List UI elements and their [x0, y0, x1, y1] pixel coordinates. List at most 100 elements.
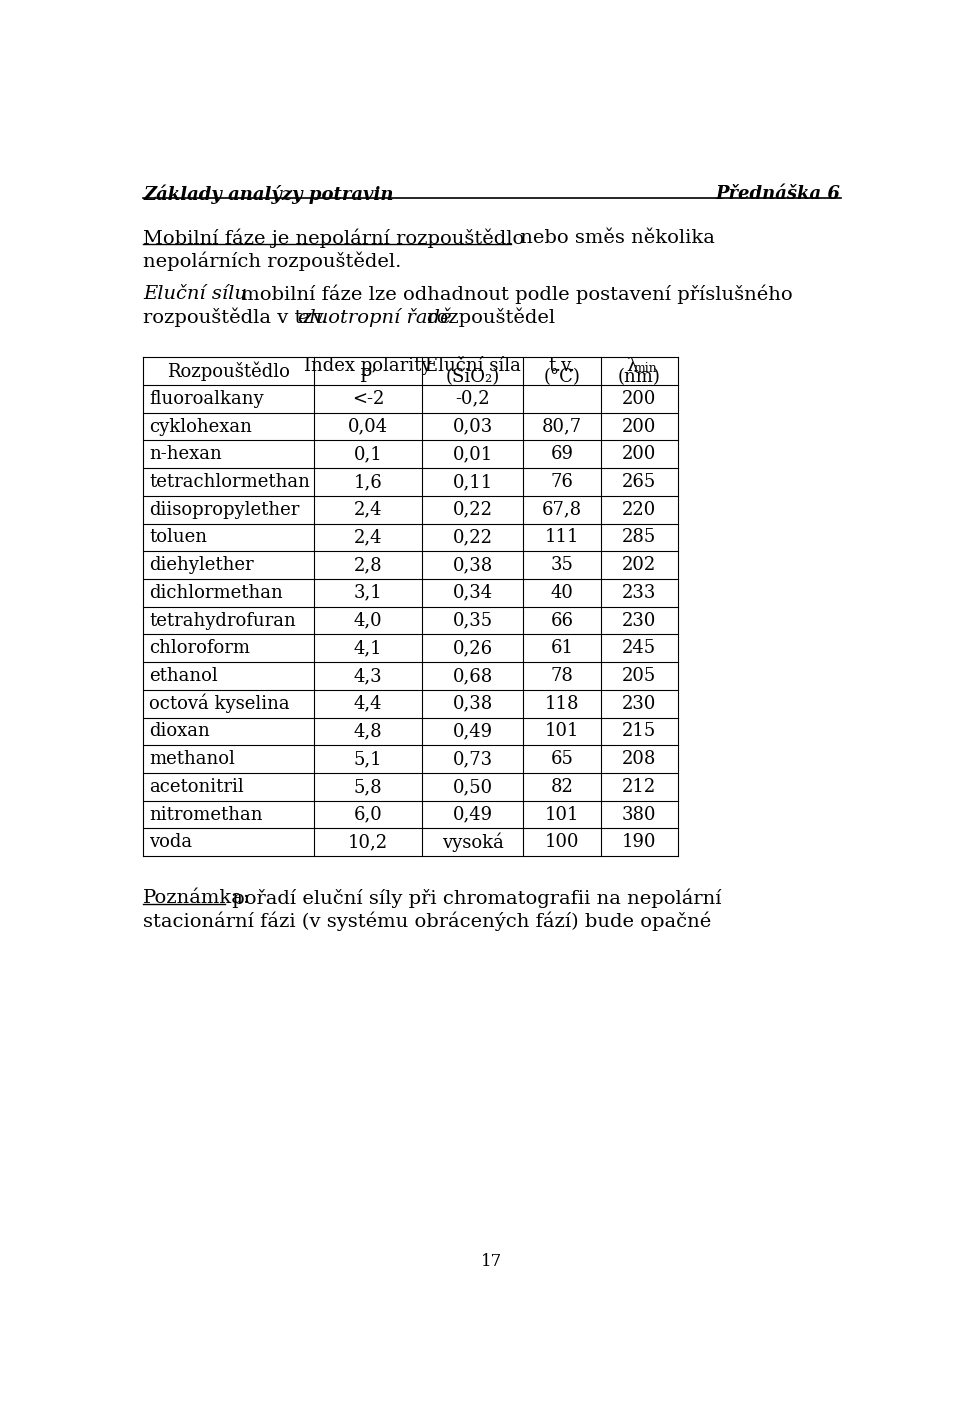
Text: 6,0: 6,0	[353, 806, 382, 823]
Text: dichlormethan: dichlormethan	[150, 584, 283, 602]
Text: 10,2: 10,2	[348, 833, 388, 852]
Text: 0,35: 0,35	[452, 611, 492, 629]
Text: nitromethan: nitromethan	[150, 806, 263, 823]
Text: acetonitril: acetonitril	[150, 778, 244, 796]
Text: 265: 265	[622, 473, 657, 491]
Text: Eluční síla: Eluční síla	[424, 356, 520, 375]
Text: Základy analýzy potravin: Základy analýzy potravin	[143, 185, 394, 204]
Text: 0,1: 0,1	[353, 446, 382, 463]
Text: 233: 233	[622, 584, 657, 602]
Text: 0,50: 0,50	[452, 778, 492, 796]
Text: diehylether: diehylether	[150, 557, 254, 574]
Text: nepolárních rozpouštědel.: nepolárních rozpouštědel.	[143, 252, 401, 271]
Text: t.v.: t.v.	[548, 356, 575, 375]
Text: 5,1: 5,1	[353, 750, 382, 768]
Text: 380: 380	[622, 806, 657, 823]
Text: 200: 200	[622, 446, 657, 463]
Text: 35: 35	[550, 557, 573, 574]
Text: 1,6: 1,6	[353, 473, 382, 491]
Text: n-hexan: n-hexan	[150, 446, 222, 463]
Text: stacionární fázi (v systému obrácených fází) bude opačné: stacionární fázi (v systému obrácených f…	[143, 911, 711, 931]
Text: (SiO₂): (SiO₂)	[445, 367, 500, 386]
Text: 0,26: 0,26	[452, 639, 492, 658]
Text: 4,4: 4,4	[353, 695, 382, 713]
Text: 80,7: 80,7	[541, 417, 582, 436]
Text: 2,4: 2,4	[353, 501, 382, 518]
Text: 65: 65	[550, 750, 573, 768]
Text: 4,0: 4,0	[353, 611, 382, 629]
Text: 111: 111	[544, 528, 579, 547]
Text: 0,04: 0,04	[348, 417, 388, 436]
Text: min: min	[634, 362, 658, 375]
Text: 17: 17	[481, 1253, 503, 1270]
Text: fluoroalkany: fluoroalkany	[150, 390, 264, 407]
Text: 100: 100	[544, 833, 579, 852]
Text: 118: 118	[544, 695, 579, 713]
Text: diisopropylether: diisopropylether	[150, 501, 300, 518]
Text: 61: 61	[550, 639, 573, 658]
Text: Index polarity: Index polarity	[304, 356, 432, 375]
Text: eluotropní řadě: eluotropní řadě	[299, 308, 452, 328]
Text: Mobilní fáze je nepolární rozpouštědlo: Mobilní fáze je nepolární rozpouštědlo	[143, 229, 524, 248]
Text: 76: 76	[550, 473, 573, 491]
Text: 230: 230	[622, 611, 657, 629]
Text: 101: 101	[544, 806, 579, 823]
Text: 101: 101	[544, 722, 579, 740]
Text: 215: 215	[622, 722, 657, 740]
Text: tetrachlormethan: tetrachlormethan	[150, 473, 310, 491]
Text: tetrahydrofuran: tetrahydrofuran	[150, 611, 297, 629]
Text: 4,8: 4,8	[353, 722, 382, 740]
Text: 3,1: 3,1	[353, 584, 382, 602]
Text: 67,8: 67,8	[541, 501, 582, 518]
Text: 40: 40	[550, 584, 573, 602]
Text: vysoká: vysoká	[442, 833, 504, 852]
Text: octová kyselina: octová kyselina	[150, 693, 290, 713]
Text: 0,34: 0,34	[452, 584, 492, 602]
Text: 245: 245	[622, 639, 657, 658]
Text: 285: 285	[622, 528, 657, 547]
Text: 200: 200	[622, 417, 657, 436]
Text: 4,1: 4,1	[353, 639, 382, 658]
Text: rozpouštědel: rozpouštědel	[420, 308, 555, 328]
Text: 220: 220	[622, 501, 657, 518]
Text: 0,03: 0,03	[452, 417, 492, 436]
Text: -0,2: -0,2	[455, 390, 490, 407]
Text: 0,22: 0,22	[452, 501, 492, 518]
Text: (nm): (nm)	[618, 367, 660, 386]
Text: Přednáška 6: Přednáška 6	[716, 185, 841, 202]
Text: voda: voda	[150, 833, 193, 852]
Text: 2,4: 2,4	[353, 528, 382, 547]
Text: λ: λ	[626, 356, 637, 375]
Text: 0,38: 0,38	[452, 695, 492, 713]
Text: mobilní fáze lze odhadnout podle postavení příslušného: mobilní fáze lze odhadnout podle postave…	[234, 285, 792, 305]
Text: 208: 208	[622, 750, 657, 768]
Text: ethanol: ethanol	[150, 666, 218, 685]
Text: 0,11: 0,11	[452, 473, 492, 491]
Text: 230: 230	[622, 695, 657, 713]
Text: 200: 200	[622, 390, 657, 407]
Text: 4,3: 4,3	[353, 666, 382, 685]
Text: 0,38: 0,38	[452, 557, 492, 574]
Text: 212: 212	[622, 778, 657, 796]
Text: chloroform: chloroform	[150, 639, 251, 658]
Text: <-2: <-2	[351, 390, 384, 407]
Text: 82: 82	[550, 778, 573, 796]
Text: 0,73: 0,73	[452, 750, 492, 768]
Text: 0,68: 0,68	[452, 666, 492, 685]
Text: 0,01: 0,01	[452, 446, 492, 463]
Text: 78: 78	[550, 666, 573, 685]
Text: rozpouštědla v tzv.: rozpouštědla v tzv.	[143, 308, 334, 328]
Text: dioxan: dioxan	[150, 722, 210, 740]
Text: 202: 202	[622, 557, 657, 574]
Text: 205: 205	[622, 666, 657, 685]
Text: 2,8: 2,8	[353, 557, 382, 574]
Text: pořadí eluční síly při chromatografii na nepolární: pořadí eluční síly při chromatografii na…	[227, 889, 722, 909]
Text: P’: P’	[359, 367, 377, 386]
Text: 66: 66	[550, 611, 573, 629]
Text: 69: 69	[550, 446, 573, 463]
Text: 5,8: 5,8	[353, 778, 382, 796]
Text: Rozpouštědlo: Rozpouštědlo	[167, 362, 290, 380]
Text: 0,49: 0,49	[452, 806, 492, 823]
Text: methanol: methanol	[150, 750, 235, 768]
Text: 0,49: 0,49	[452, 722, 492, 740]
